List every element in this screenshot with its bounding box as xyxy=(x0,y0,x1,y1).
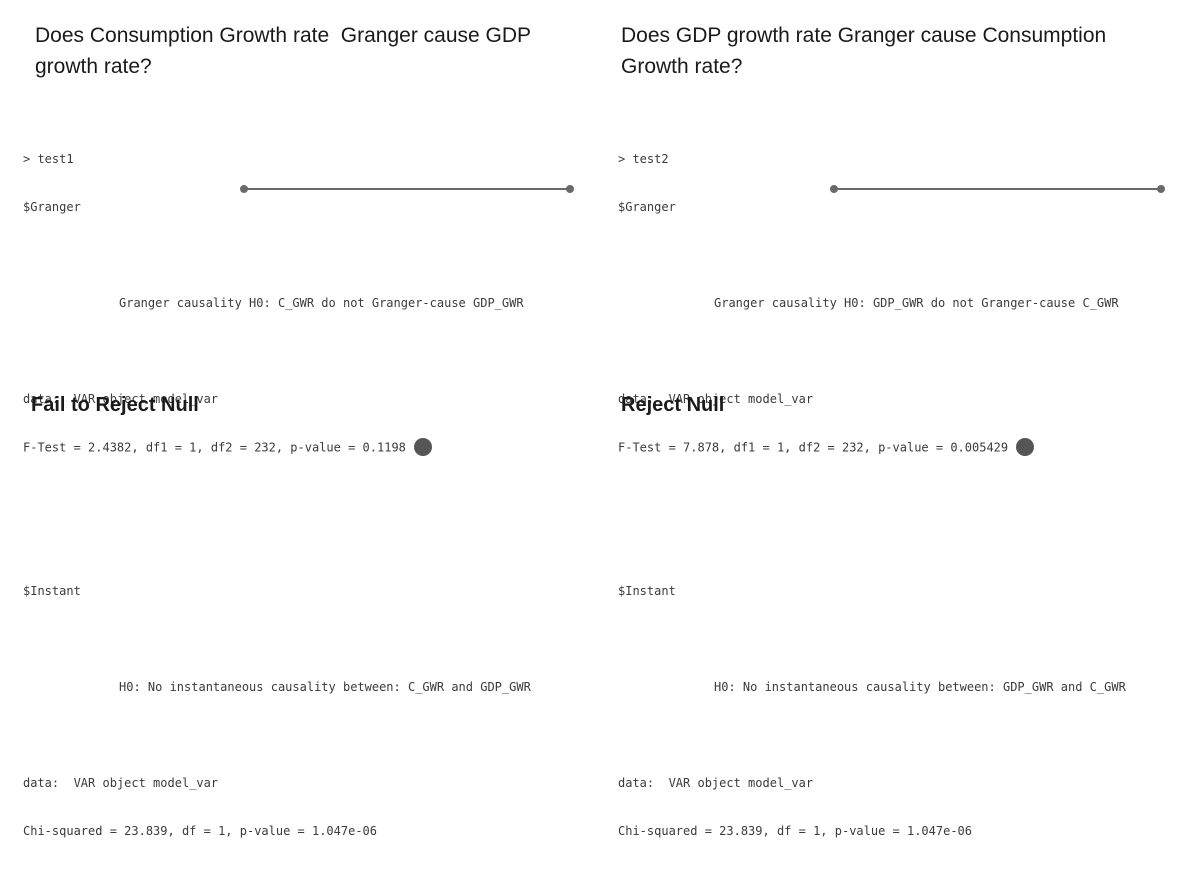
p-value-marker-icon xyxy=(1016,438,1035,456)
instant-h0-line: H0: No instantaneous causality between: … xyxy=(714,680,1126,694)
blank-line xyxy=(618,727,1126,743)
h0-underline-annotation xyxy=(240,185,574,193)
conclusion-label: Reject Null xyxy=(621,394,725,416)
blank-line xyxy=(618,343,1126,359)
granger-header: $Granger xyxy=(23,200,81,214)
conclusion-label: Fail to Reject Null xyxy=(31,394,199,416)
granger-test-row: F-Test = 7.878, df1 = 1, df2 = 232, p-va… xyxy=(618,438,1126,456)
instant-test-line: Chi-squared = 23.839, df = 1, p-value = … xyxy=(23,824,378,838)
question-line-1: Does GDP growth rate Granger cause Consu… xyxy=(621,24,1107,47)
question-line-2: Growth rate? xyxy=(621,55,743,78)
instant-data-line: data: VAR object model_var xyxy=(23,776,219,790)
blank-line xyxy=(23,247,531,263)
granger-h0-line: Granger causality H0: GDP_GWR do not Gra… xyxy=(714,296,1119,310)
blank-line xyxy=(618,487,1126,503)
question-heading: Does Consumption Growth rate Granger cau… xyxy=(35,20,531,82)
granger-test-line: F-Test = 7.878, df1 = 1, df2 = 232, p-va… xyxy=(618,440,1009,455)
instant-header: $Instant xyxy=(23,584,81,598)
granger-test-line: F-Test = 2.4382, df1 = 1, df2 = 232, p-v… xyxy=(23,440,406,455)
console-prompt: > test2 xyxy=(618,152,669,166)
instant-header: $Instant xyxy=(618,584,676,598)
granger-data-line: data: VAR object model_var xyxy=(618,392,814,406)
console-prompt: > test1 xyxy=(23,152,74,166)
r-console-output: > test1 $Granger Granger causality H0: C… xyxy=(23,119,531,871)
instant-data-line: data: VAR object model_var xyxy=(618,776,814,790)
blank-line xyxy=(23,535,531,551)
right-panel: Does GDP growth rate Granger cause Consu… xyxy=(597,0,1194,838)
blank-line xyxy=(23,487,531,503)
r-console-output: > test2 $Granger Granger causality H0: G… xyxy=(618,119,1126,871)
left-panel: Does Consumption Growth rate Granger cau… xyxy=(0,0,600,838)
question-line-2: growth rate? xyxy=(35,55,152,78)
blank-line xyxy=(618,631,1126,647)
blank-line xyxy=(618,247,1126,263)
question-line-1: Does Consumption Growth rate Granger cau… xyxy=(35,24,532,47)
blank-line xyxy=(23,631,531,647)
p-value-marker-icon xyxy=(413,438,432,456)
question-heading: Does GDP growth rate Granger cause Consu… xyxy=(621,20,1106,82)
instant-h0-line: H0: No instantaneous causality between: … xyxy=(119,680,531,694)
instant-test-line: Chi-squared = 23.839, df = 1, p-value = … xyxy=(618,824,973,838)
blank-line xyxy=(23,727,531,743)
blank-line xyxy=(618,535,1126,551)
granger-header: $Granger xyxy=(618,200,676,214)
h0-underline-annotation xyxy=(830,185,1165,193)
granger-test-row: F-Test = 2.4382, df1 = 1, df2 = 232, p-v… xyxy=(23,438,531,456)
granger-h0-line: Granger causality H0: C_GWR do not Grang… xyxy=(119,296,524,310)
blank-line xyxy=(23,343,531,359)
granger-data-line: data: VAR object model_var xyxy=(23,392,219,406)
